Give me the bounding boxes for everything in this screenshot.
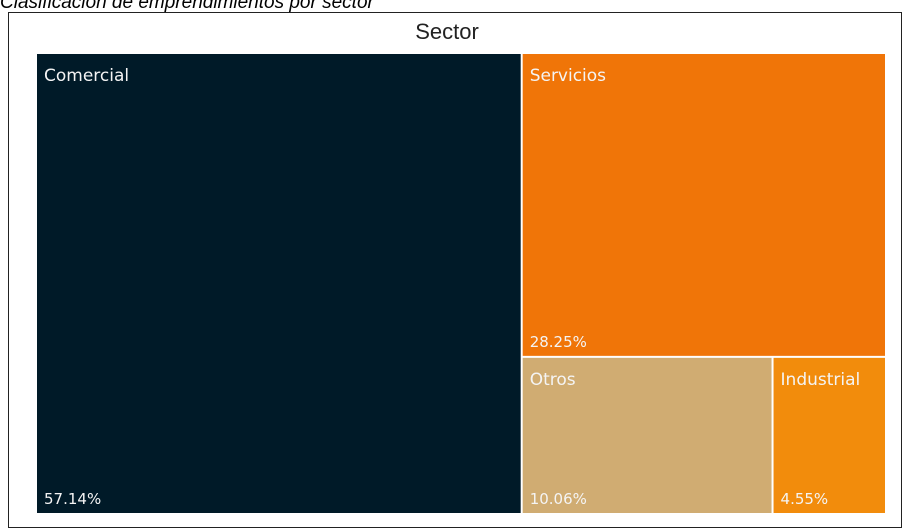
figure-caption: Clasificación de emprendimientos por sec… [0, 0, 374, 13]
treemap-rect-otros[interactable] [522, 357, 772, 513]
treemap-value-servicios: 28.25% [530, 333, 587, 351]
treemap-label-comercial: Comercial [44, 66, 129, 86]
treemap-rect-industrial[interactable] [773, 357, 885, 513]
treemap-value-comercial: 57.14% [44, 490, 101, 508]
treemap-rect-comercial[interactable] [37, 54, 521, 513]
treemap-label-otros: Otros [530, 370, 576, 390]
treemap-value-industrial: 4.55% [781, 490, 829, 508]
treemap-tile-industrial[interactable]: Industrial 4.55% [773, 357, 885, 513]
treemap-tile-comercial[interactable]: Comercial 57.14% [37, 54, 521, 513]
chart-title: Sector [415, 19, 479, 44]
treemap-rect-servicios[interactable] [522, 54, 885, 356]
treemap-label-servicios: Servicios [530, 66, 606, 86]
treemap-label-industrial: Industrial [781, 370, 861, 390]
treemap-tile-otros[interactable]: Otros 10.06% [522, 357, 772, 513]
treemap-tile-servicios[interactable]: Servicios 28.25% [522, 54, 885, 356]
treemap-value-otros: 10.06% [530, 490, 587, 508]
